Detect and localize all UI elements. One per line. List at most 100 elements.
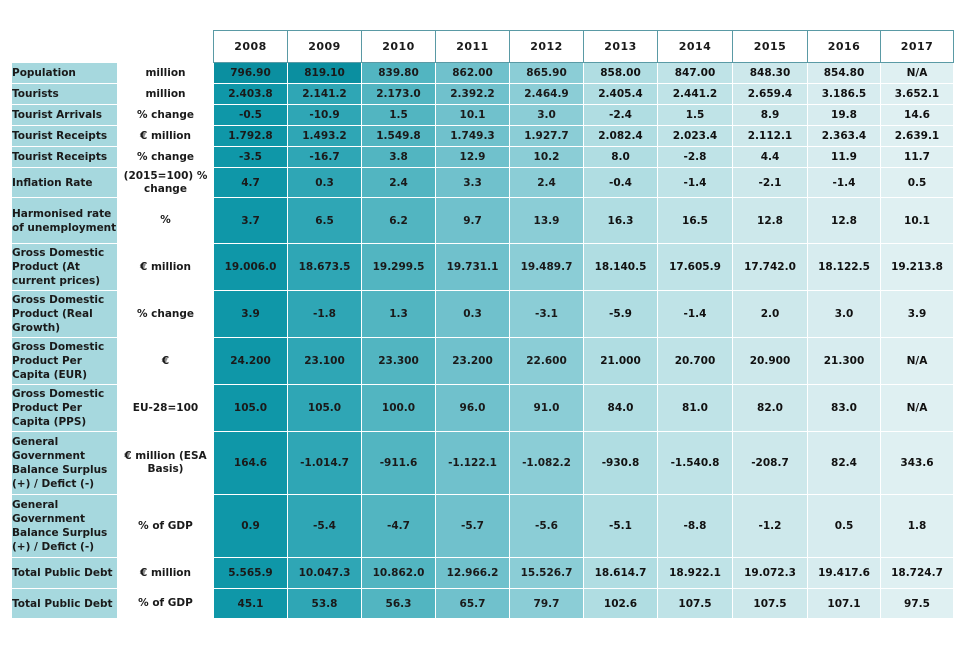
value-cell: -1.540.8 xyxy=(657,431,733,495)
value-cell: 13.9 xyxy=(509,197,584,244)
header-blank-label xyxy=(11,30,118,63)
row-unit: € xyxy=(117,337,214,385)
table-row: Tourist Receipts% change -3.5 -16.7 3.8 12.9… xyxy=(11,146,954,168)
row-label: Gross Domestic Product (At current price… xyxy=(11,243,118,291)
value-cell: 1.493.2 xyxy=(287,125,362,147)
value-cell: -3.1 xyxy=(509,290,584,338)
value-cell: 2.403.8 xyxy=(213,83,288,105)
value-cell: 819.10 xyxy=(287,62,362,84)
value-cell: 19.8 xyxy=(807,104,881,126)
value-cell: 848.30 xyxy=(732,62,808,84)
value-cell: -1.4 xyxy=(657,167,733,198)
value-cell: 2.659.4 xyxy=(732,83,808,105)
value-cell: 3.9 xyxy=(213,290,288,338)
value-cell: 2.363.4 xyxy=(807,125,881,147)
value-cell: 1.8 xyxy=(880,494,954,558)
row-label: Harmonised rate of unemployment xyxy=(11,197,118,244)
value-cell: 0.9 xyxy=(213,494,288,558)
value-cell: 4.4 xyxy=(732,146,808,168)
value-cell: 23.300 xyxy=(361,337,436,385)
value-cell: 96.0 xyxy=(435,384,510,432)
value-cell: 2.4 xyxy=(361,167,436,198)
value-cell: 21.300 xyxy=(807,337,881,385)
value-cell: -10.9 xyxy=(287,104,362,126)
row-label: Total Public Debt xyxy=(11,557,118,589)
value-cell: N/A xyxy=(880,62,954,84)
row-label: Population xyxy=(11,62,118,84)
row-label: Tourist Receipts xyxy=(11,146,118,168)
value-cell: 23.100 xyxy=(287,337,362,385)
year-header: 2012 xyxy=(509,30,584,63)
value-cell: 2.4 xyxy=(509,167,584,198)
table-row: Population million 796.90 819.10 839.80 862.0… xyxy=(11,62,954,84)
value-cell: 24.200 xyxy=(213,337,288,385)
row-label: Gross Domestic Product Per Capita (EUR) xyxy=(11,337,118,385)
value-cell: 17.742.0 xyxy=(732,243,808,291)
value-cell: 2.0 xyxy=(732,290,808,338)
value-cell: -1.2 xyxy=(732,494,808,558)
value-cell: 862.00 xyxy=(435,62,510,84)
value-cell: 81.0 xyxy=(657,384,733,432)
value-cell: 15.526.7 xyxy=(509,557,584,589)
value-cell: 18.122.5 xyxy=(807,243,881,291)
value-cell: -2.4 xyxy=(583,104,658,126)
value-cell: 3.3 xyxy=(435,167,510,198)
row-label: Total Public Debt xyxy=(11,588,118,619)
value-cell: 82.4 xyxy=(807,431,881,495)
value-cell: -1.122.1 xyxy=(435,431,510,495)
value-cell: 107.5 xyxy=(657,588,733,619)
value-cell: -3.5 xyxy=(213,146,288,168)
value-cell: 0.5 xyxy=(880,167,954,198)
value-cell: 1.5 xyxy=(657,104,733,126)
value-cell: 19.731.1 xyxy=(435,243,510,291)
value-cell: 0.3 xyxy=(287,167,362,198)
value-cell: 2.082.4 xyxy=(583,125,658,147)
value-cell: 19.489.7 xyxy=(509,243,584,291)
value-cell: 83.0 xyxy=(807,384,881,432)
table-row: General Government Balance Surplus (+) /… xyxy=(11,431,954,495)
value-cell: 2.464.9 xyxy=(509,83,584,105)
value-cell: 45.1 xyxy=(213,588,288,619)
value-cell: N/A xyxy=(880,384,954,432)
value-cell: 854.80 xyxy=(807,62,881,84)
value-cell: 107.1 xyxy=(807,588,881,619)
value-cell: 21.000 xyxy=(583,337,658,385)
value-cell: 847.00 xyxy=(657,62,733,84)
year-header-row: 2008 2009 2010 2011 2012 2013 2014 2015 … xyxy=(11,30,954,63)
value-cell: 56.3 xyxy=(361,588,436,619)
value-cell: 11.9 xyxy=(807,146,881,168)
value-cell: 796.90 xyxy=(213,62,288,84)
value-cell: 164.6 xyxy=(213,431,288,495)
value-cell: 18.614.7 xyxy=(583,557,658,589)
row-unit: € million (ESA Basis) xyxy=(117,431,214,495)
value-cell: 19.072.3 xyxy=(732,557,808,589)
value-cell: -5.1 xyxy=(583,494,658,558)
value-cell: 1.792.8 xyxy=(213,125,288,147)
year-header: 2011 xyxy=(435,30,510,63)
row-unit: % xyxy=(117,197,214,244)
value-cell: 102.6 xyxy=(583,588,658,619)
value-cell: 6.5 xyxy=(287,197,362,244)
value-cell: 105.0 xyxy=(287,384,362,432)
value-cell: 2.023.4 xyxy=(657,125,733,147)
value-cell: 17.605.9 xyxy=(657,243,733,291)
value-cell: 105.0 xyxy=(213,384,288,432)
row-label: General Government Balance Surplus (+) /… xyxy=(11,494,118,558)
value-cell: 3.0 xyxy=(807,290,881,338)
row-label: Tourist Arrivals xyxy=(11,104,118,126)
value-cell: 1.549.8 xyxy=(361,125,436,147)
table-row: Gross Domestic Product (At current price… xyxy=(11,243,954,291)
value-cell: 2.441.2 xyxy=(657,83,733,105)
value-cell: 9.7 xyxy=(435,197,510,244)
year-header: 2015 xyxy=(732,30,808,63)
value-cell: 3.9 xyxy=(880,290,954,338)
value-cell: -5.4 xyxy=(287,494,362,558)
row-label: Tourist Receipts xyxy=(11,125,118,147)
value-cell: -1.014.7 xyxy=(287,431,362,495)
value-cell: 18.724.7 xyxy=(880,557,954,589)
value-cell: 2.639.1 xyxy=(880,125,954,147)
value-cell: 8.0 xyxy=(583,146,658,168)
value-cell: 1.5 xyxy=(361,104,436,126)
table-row: Tourist Arrivals% change -0.5 -10.9 1.5 10.1… xyxy=(11,104,954,126)
value-cell: 2.112.1 xyxy=(732,125,808,147)
